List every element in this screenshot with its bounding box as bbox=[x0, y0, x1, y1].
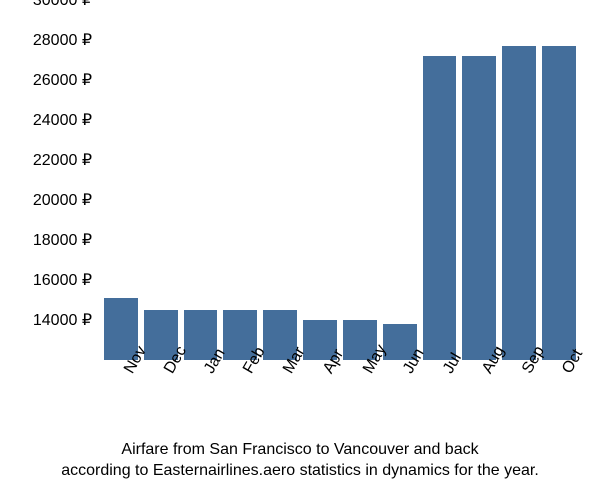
caption-line-2: according to Easternairlines.aero statis… bbox=[61, 462, 539, 479]
y-tick-label: 28000 ₽ bbox=[33, 30, 92, 50]
bar bbox=[502, 46, 536, 360]
x-tick: Jan bbox=[184, 362, 218, 432]
x-tick: Aug bbox=[462, 362, 496, 432]
x-tick: May bbox=[343, 362, 377, 432]
caption-line-1: Airfare from San Francisco to Vancouver … bbox=[121, 441, 478, 458]
chart-container: 14000 ₽ 16000 ₽ 18000 ₽ 20000 ₽ 22000 ₽ 24000… bbox=[0, 0, 600, 500]
x-tick: Feb bbox=[223, 362, 257, 432]
y-tick-label: 30000 ₽ bbox=[33, 0, 92, 10]
y-axis: 14000 ₽ 16000 ₽ 18000 ₽ 20000 ₽ 22000 ₽ 24000… bbox=[0, 20, 100, 360]
x-tick: Mar bbox=[263, 362, 297, 432]
chart-caption: Airfare from San Francisco to Vancouver … bbox=[0, 439, 600, 482]
y-tick-label: 14000 ₽ bbox=[33, 310, 92, 330]
x-tick: Jul bbox=[423, 362, 457, 432]
bar bbox=[423, 56, 457, 360]
y-tick-label: 18000 ₽ bbox=[33, 230, 92, 250]
x-tick: Jun bbox=[383, 362, 417, 432]
x-axis: NovDecJanFebMarAprMayJunJulAugSepOct bbox=[100, 362, 580, 432]
bar bbox=[462, 56, 496, 360]
x-tick: Dec bbox=[144, 362, 178, 432]
x-tick: Apr bbox=[303, 362, 337, 432]
x-tick: Nov bbox=[104, 362, 138, 432]
plot-area bbox=[100, 20, 580, 360]
y-tick-label: 20000 ₽ bbox=[33, 190, 92, 210]
y-tick-label: 16000 ₽ bbox=[33, 270, 92, 290]
y-tick-label: 24000 ₽ bbox=[33, 110, 92, 130]
y-tick-label: 22000 ₽ bbox=[33, 150, 92, 170]
x-tick: Sep bbox=[502, 362, 536, 432]
y-tick-label: 26000 ₽ bbox=[33, 70, 92, 90]
x-tick: Oct bbox=[542, 362, 576, 432]
bar bbox=[542, 46, 576, 360]
bars-group bbox=[100, 20, 580, 360]
